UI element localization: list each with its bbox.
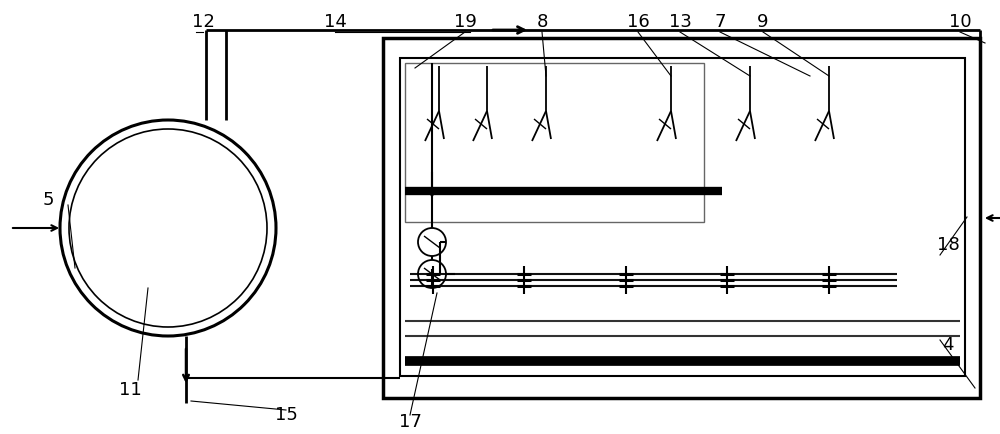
Text: 8: 8 bbox=[536, 13, 548, 31]
Text: 17: 17 bbox=[399, 413, 421, 431]
Text: 9: 9 bbox=[757, 13, 769, 31]
Text: 19: 19 bbox=[454, 13, 476, 31]
Bar bbox=[383, 38, 980, 398]
Text: 11: 11 bbox=[119, 381, 141, 399]
Text: 4: 4 bbox=[942, 336, 954, 354]
Text: 7: 7 bbox=[714, 13, 726, 31]
Bar bbox=[400, 58, 965, 376]
Text: 14: 14 bbox=[324, 13, 346, 31]
Text: 10: 10 bbox=[949, 13, 971, 31]
Text: 15: 15 bbox=[275, 406, 297, 424]
Text: 16: 16 bbox=[627, 13, 649, 31]
Text: 5: 5 bbox=[42, 191, 54, 209]
Bar bbox=[405, 63, 704, 222]
Text: 13: 13 bbox=[669, 13, 691, 31]
Text: 12: 12 bbox=[192, 13, 214, 31]
Text: 18: 18 bbox=[937, 236, 959, 254]
